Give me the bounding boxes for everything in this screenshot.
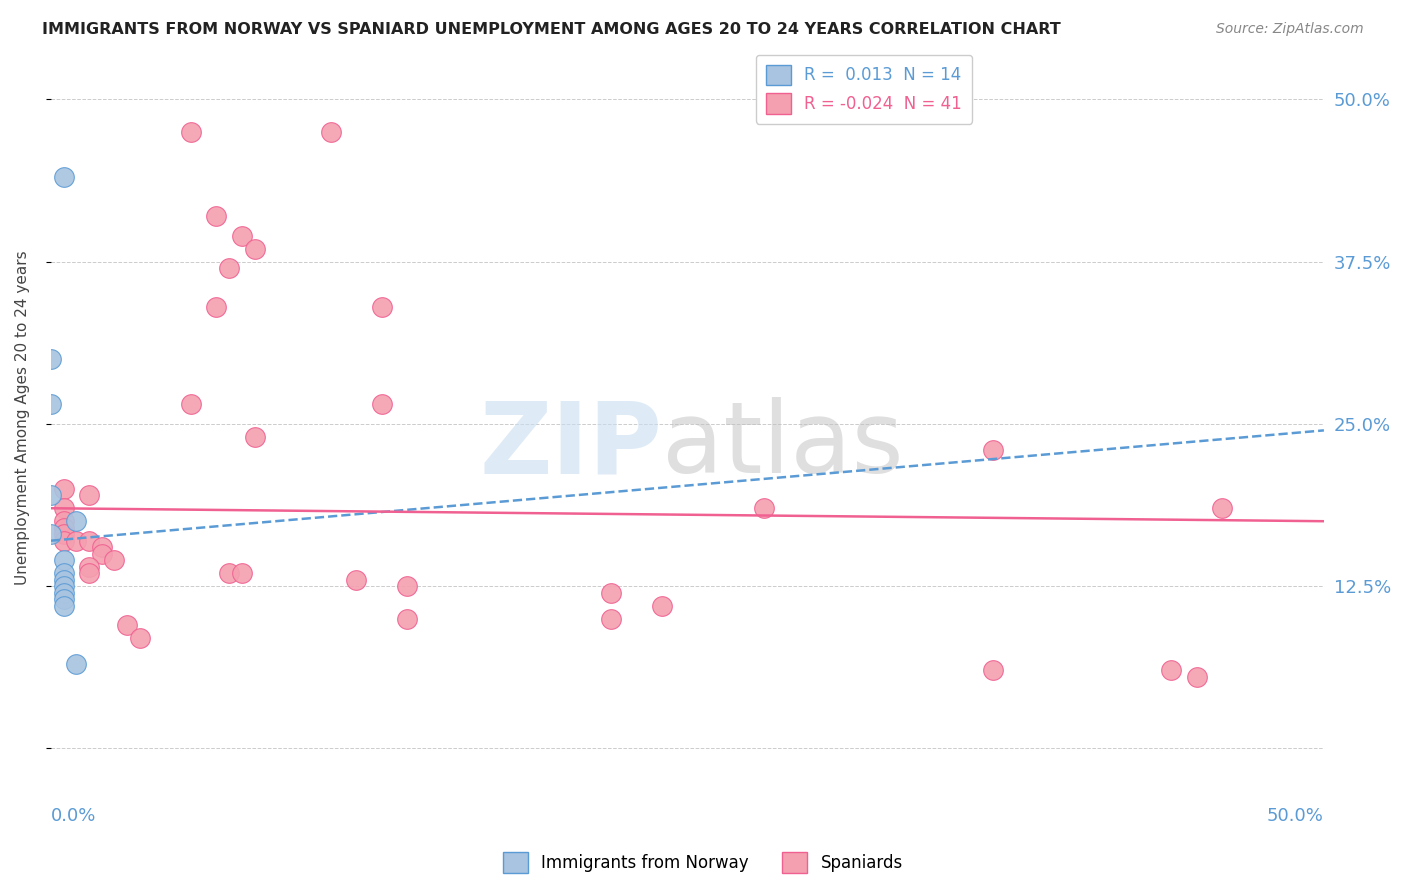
Point — [52, 585, 75, 599]
Point — [77, 566, 100, 581]
Point — [981, 664, 1004, 678]
Point — [344, 573, 367, 587]
Point — [180, 125, 202, 139]
Point — [39, 527, 62, 541]
Point — [981, 442, 1004, 457]
Point — [52, 579, 75, 593]
Point — [205, 209, 228, 223]
Point — [205, 300, 228, 314]
Point — [39, 488, 62, 502]
Text: ZIP: ZIP — [479, 398, 662, 494]
Point — [600, 585, 623, 599]
Text: Source: ZipAtlas.com: Source: ZipAtlas.com — [1216, 22, 1364, 37]
Point — [52, 553, 75, 567]
Point — [752, 501, 775, 516]
Point — [231, 566, 253, 581]
Text: IMMIGRANTS FROM NORWAY VS SPANIARD UNEMPLOYMENT AMONG AGES 20 TO 24 YEARS CORREL: IMMIGRANTS FROM NORWAY VS SPANIARD UNEMP… — [42, 22, 1062, 37]
Point — [65, 533, 87, 548]
Point — [218, 261, 240, 276]
Legend: R =  0.013  N = 14, R = -0.024  N = 41: R = 0.013 N = 14, R = -0.024 N = 41 — [756, 54, 972, 124]
Point — [396, 579, 419, 593]
Point — [103, 553, 125, 567]
Point — [1160, 664, 1182, 678]
Point — [319, 125, 342, 139]
Text: 50.0%: 50.0% — [1267, 806, 1324, 825]
Point — [90, 547, 112, 561]
Point — [52, 573, 75, 587]
Point — [600, 611, 623, 625]
Point — [396, 611, 419, 625]
Point — [52, 592, 75, 607]
Y-axis label: Unemployment Among Ages 20 to 24 years: Unemployment Among Ages 20 to 24 years — [15, 250, 30, 585]
Point — [39, 351, 62, 366]
Point — [52, 599, 75, 613]
Point — [52, 514, 75, 528]
Point — [77, 559, 100, 574]
Point — [90, 540, 112, 554]
Point — [52, 521, 75, 535]
Point — [52, 566, 75, 581]
Point — [65, 514, 87, 528]
Point — [180, 397, 202, 411]
Point — [1185, 670, 1208, 684]
Point — [52, 533, 75, 548]
Point — [1211, 501, 1233, 516]
Point — [651, 599, 673, 613]
Point — [218, 566, 240, 581]
Point — [371, 397, 394, 411]
Point — [52, 482, 75, 496]
Point — [243, 242, 266, 256]
Text: atlas: atlas — [662, 398, 904, 494]
Point — [39, 397, 62, 411]
Point — [77, 533, 100, 548]
Point — [52, 527, 75, 541]
Point — [129, 631, 152, 645]
Point — [243, 430, 266, 444]
Point — [77, 488, 100, 502]
Point — [52, 501, 75, 516]
Point — [231, 228, 253, 243]
Legend: Immigrants from Norway, Spaniards: Immigrants from Norway, Spaniards — [496, 846, 910, 880]
Point — [371, 300, 394, 314]
Text: 0.0%: 0.0% — [51, 806, 96, 825]
Point — [115, 618, 138, 632]
Point — [52, 170, 75, 185]
Point — [65, 657, 87, 671]
